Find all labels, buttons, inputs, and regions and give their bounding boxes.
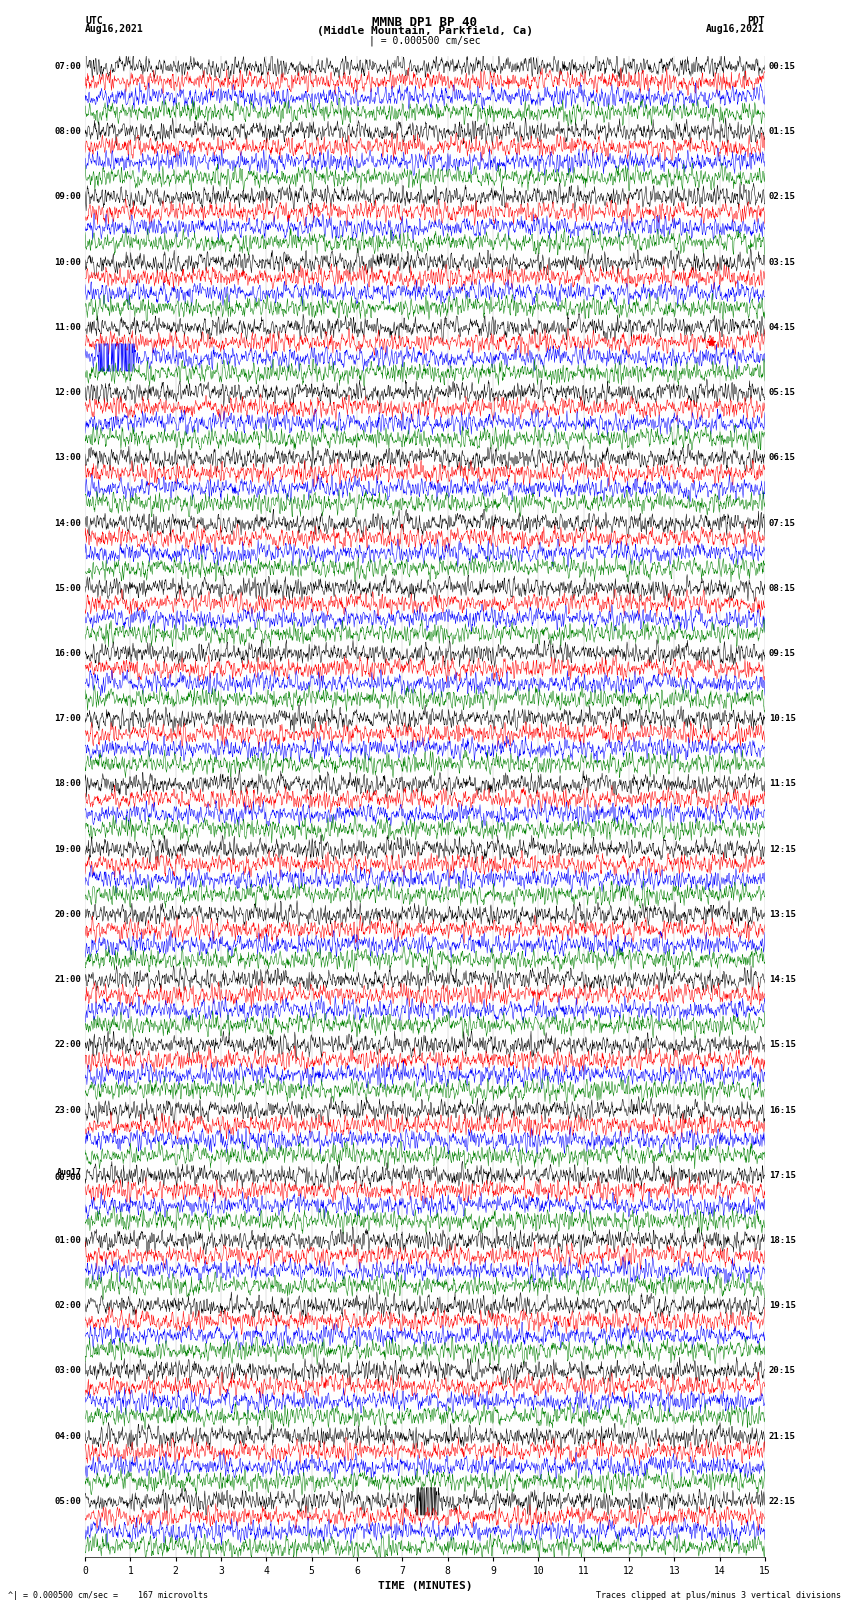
Text: Traces clipped at plus/minus 3 vertical divisions: Traces clipped at plus/minus 3 vertical … xyxy=(597,1590,842,1600)
Text: 06:15: 06:15 xyxy=(768,453,796,463)
Text: 10:00: 10:00 xyxy=(54,258,82,266)
Text: 23:00: 23:00 xyxy=(54,1105,82,1115)
Text: 07:15: 07:15 xyxy=(768,518,796,527)
Text: 18:15: 18:15 xyxy=(768,1236,796,1245)
Text: ^| = 0.000500 cm/sec =    167 microvolts: ^| = 0.000500 cm/sec = 167 microvolts xyxy=(8,1590,208,1600)
Text: 18:00: 18:00 xyxy=(54,779,82,789)
Text: 01:00: 01:00 xyxy=(54,1236,82,1245)
Text: 02:00: 02:00 xyxy=(54,1302,82,1310)
Text: 11:00: 11:00 xyxy=(54,323,82,332)
Text: 12:00: 12:00 xyxy=(54,389,82,397)
Text: 09:00: 09:00 xyxy=(54,192,82,202)
Text: 07:00: 07:00 xyxy=(54,61,82,71)
Text: 03:00: 03:00 xyxy=(54,1366,82,1376)
Text: Aug17: Aug17 xyxy=(56,1168,82,1177)
Text: 02:15: 02:15 xyxy=(768,192,796,202)
Text: 15:15: 15:15 xyxy=(768,1040,796,1050)
Text: 22:15: 22:15 xyxy=(768,1497,796,1507)
Text: 10:15: 10:15 xyxy=(768,715,796,723)
Text: (Middle Mountain, Parkfield, Ca): (Middle Mountain, Parkfield, Ca) xyxy=(317,26,533,35)
Text: 14:00: 14:00 xyxy=(54,518,82,527)
Text: 01:15: 01:15 xyxy=(768,127,796,135)
Text: 13:00: 13:00 xyxy=(54,453,82,463)
Text: Aug16,2021: Aug16,2021 xyxy=(706,24,765,34)
Text: 09:15: 09:15 xyxy=(768,648,796,658)
Text: 16:00: 16:00 xyxy=(54,648,82,658)
Text: MMNB DP1 BP 40: MMNB DP1 BP 40 xyxy=(372,16,478,29)
Text: 15:00: 15:00 xyxy=(54,584,82,592)
Text: 19:00: 19:00 xyxy=(54,845,82,853)
Text: 21:00: 21:00 xyxy=(54,976,82,984)
Text: 00:15: 00:15 xyxy=(768,61,796,71)
Text: 08:00: 08:00 xyxy=(54,127,82,135)
Text: 17:15: 17:15 xyxy=(768,1171,796,1179)
Text: 11:15: 11:15 xyxy=(768,779,796,789)
Text: 04:00: 04:00 xyxy=(54,1432,82,1440)
Text: 19:15: 19:15 xyxy=(768,1302,796,1310)
Text: PDT: PDT xyxy=(747,16,765,26)
Text: 04:15: 04:15 xyxy=(768,323,796,332)
Text: 00:00: 00:00 xyxy=(54,1173,82,1182)
Text: 20:00: 20:00 xyxy=(54,910,82,919)
Text: | = 0.000500 cm/sec: | = 0.000500 cm/sec xyxy=(369,35,481,47)
Text: 17:00: 17:00 xyxy=(54,715,82,723)
Text: 05:00: 05:00 xyxy=(54,1497,82,1507)
Text: 03:15: 03:15 xyxy=(768,258,796,266)
Text: 22:00: 22:00 xyxy=(54,1040,82,1050)
Text: 12:15: 12:15 xyxy=(768,845,796,853)
Text: UTC: UTC xyxy=(85,16,103,26)
Text: 05:15: 05:15 xyxy=(768,389,796,397)
X-axis label: TIME (MINUTES): TIME (MINUTES) xyxy=(377,1581,473,1590)
Text: 21:15: 21:15 xyxy=(768,1432,796,1440)
Text: 13:15: 13:15 xyxy=(768,910,796,919)
Text: 08:15: 08:15 xyxy=(768,584,796,592)
Text: Aug16,2021: Aug16,2021 xyxy=(85,24,144,34)
Text: 20:15: 20:15 xyxy=(768,1366,796,1376)
Text: 14:15: 14:15 xyxy=(768,976,796,984)
Text: 16:15: 16:15 xyxy=(768,1105,796,1115)
